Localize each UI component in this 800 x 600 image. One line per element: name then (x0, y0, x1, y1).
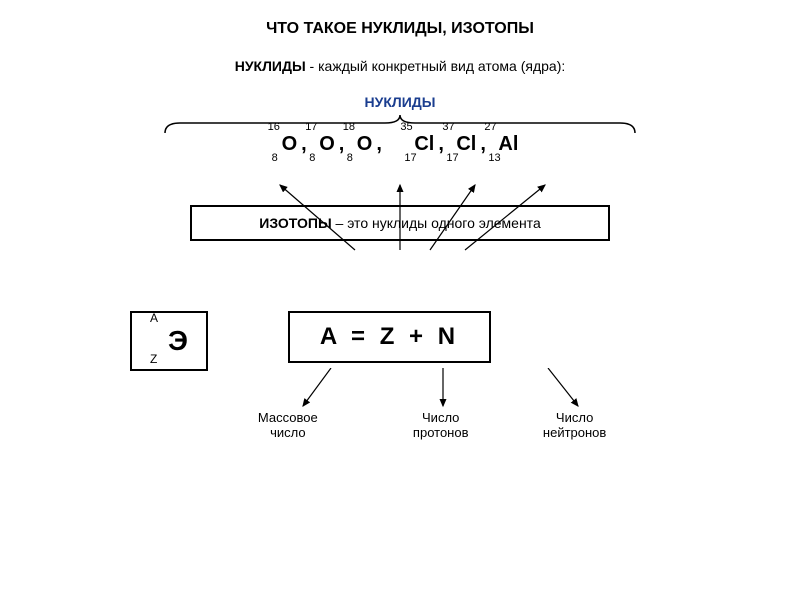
comma: , (376, 133, 382, 156)
isotope-definition-box: ИЗОТОПЫ – это нуклиды одного элемента (190, 205, 610, 241)
nuclide-item: 18 8 O (357, 133, 373, 156)
isotope-bold: ИЗОТОПЫ (259, 215, 331, 231)
formula-section: A = Z + N Массовое число Число протонов … (288, 311, 491, 448)
comma: , (339, 133, 345, 156)
atomic-number: 17 (404, 152, 416, 164)
label-text: Число (543, 410, 606, 425)
notation-z: Z (150, 352, 157, 366)
label-text: число (258, 425, 318, 440)
comma: , (480, 133, 486, 156)
atomic-number: 13 (488, 152, 500, 164)
mass-number: 37 (442, 121, 454, 133)
subtitle-rest: - каждый конкретный вид атома (ядра): (306, 58, 566, 74)
element-symbol: Cl (456, 133, 476, 155)
label-text: Массовое (258, 410, 318, 425)
notation-symbol: A Z Э (168, 325, 188, 356)
nuclide-item: 17 8 O (319, 133, 335, 156)
mass-number: 27 (484, 121, 496, 133)
comma: , (438, 133, 444, 156)
element-letter: Э (168, 325, 188, 356)
subtitle: НУКЛИДЫ - каждый конкретный вид атома (я… (40, 58, 760, 74)
nuclide-item: 35 17 Cl (414, 133, 434, 156)
formula-arrows (288, 368, 688, 428)
label-text: Число (413, 410, 469, 425)
formula-labels: Массовое число Число протонов Число нейт… (288, 368, 491, 448)
formula-box: A = Z + N (288, 311, 491, 363)
element-symbol: Cl (414, 133, 434, 155)
mass-number: 35 (400, 121, 412, 133)
subtitle-bold: НУКЛИДЫ (235, 58, 306, 74)
comma: , (301, 133, 307, 156)
atomic-number: 17 (446, 152, 458, 164)
main-title: ЧТО ТАКОЕ НУКЛИДЫ, ИЗОТОПЫ (40, 20, 760, 38)
atomic-number: 8 (347, 152, 353, 164)
bottom-section: A Z Э A = Z + N Массовое число Число про… (40, 311, 760, 448)
element-symbol: O (357, 133, 373, 155)
nuclide-item: 27 13 Al (498, 133, 518, 156)
atomic-number: 8 (272, 152, 278, 164)
label-text: нейтронов (543, 425, 606, 440)
mass-number: 18 (343, 121, 355, 133)
label-text: протонов (413, 425, 469, 440)
nuclides-label: НУКЛИДЫ (40, 94, 760, 110)
notation-box: A Z Э (130, 311, 208, 371)
element-symbol: Al (498, 133, 518, 155)
nuclide-item: 16 8 O (282, 133, 298, 156)
isotope-rest: – это нуклиды одного элемента (332, 215, 541, 231)
element-symbol: O (282, 133, 298, 155)
label-protons: Число протонов (413, 410, 469, 440)
atomic-number: 8 (309, 152, 315, 164)
nuclide-items: 16 8 O , 17 8 O , 18 8 O , 35 17 Cl , 37… (40, 133, 760, 156)
mass-number: 17 (305, 121, 317, 133)
notation-a: A (150, 311, 158, 325)
nuclide-item: 37 17 Cl (456, 133, 476, 156)
nuclides-row: 16 8 O , 17 8 O , 18 8 O , 35 17 Cl , 37… (40, 115, 760, 175)
label-mass: Массовое число (258, 410, 318, 440)
element-symbol: O (319, 133, 335, 155)
label-neutrons: Число нейтронов (543, 410, 606, 440)
mass-number: 16 (268, 121, 280, 133)
